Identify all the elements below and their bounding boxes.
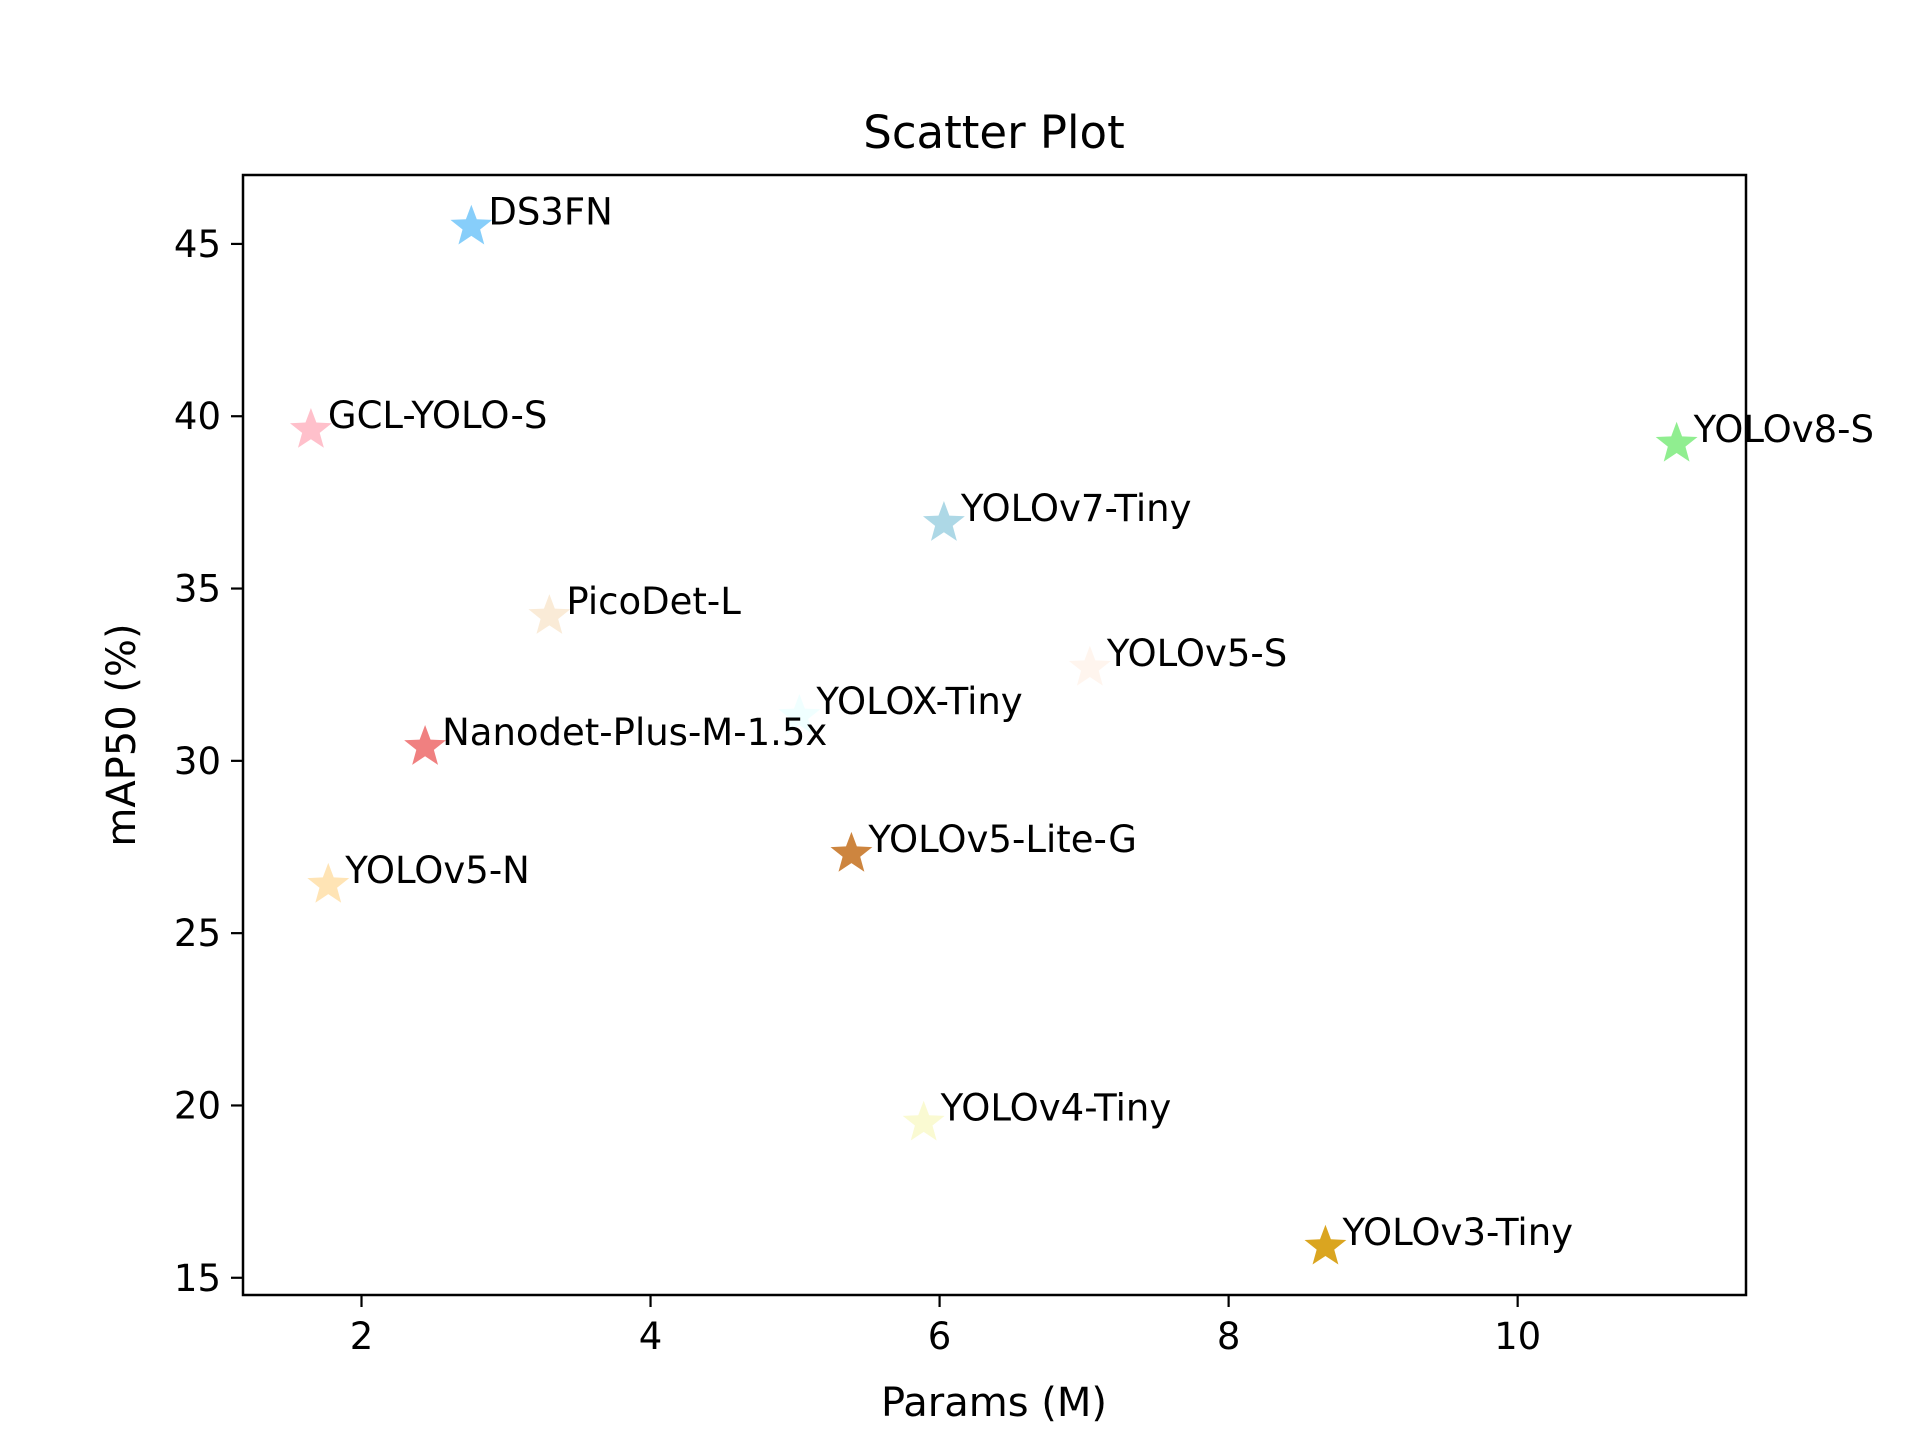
plot-frame: [241, 173, 1748, 1297]
x-tick-label: 10: [1494, 1315, 1541, 1358]
y-axis-title: mAP50 (%): [99, 623, 145, 846]
data-point-label: PicoDet-L: [566, 580, 741, 623]
data-point-label: YOLOX-Tiny: [815, 680, 1022, 723]
data-point-star: [830, 831, 873, 872]
data-point-label: YOLOv8-S: [1693, 408, 1874, 451]
y-tick-label: 25: [174, 912, 221, 955]
y-tick-label: 15: [174, 1257, 221, 1300]
data-point-star: [1304, 1224, 1347, 1265]
data-point-star: [902, 1100, 945, 1141]
data-point-star: [1655, 421, 1698, 462]
data-point-label: YOLOv5-N: [344, 849, 530, 892]
data-point-label: YOLOv4-Tiny: [940, 1087, 1172, 1130]
data-point-star: [450, 204, 493, 245]
data-point-star: [307, 862, 350, 903]
y-axis-ticks: 15 20 25 30 35 40 45: [174, 223, 243, 1300]
data-point-labels: DS3FN GCL-YOLO-S YOLOv8-S YOLOv7-Tiny PicoDe…: [328, 191, 1874, 1254]
data-point-label: DS3FN: [488, 191, 612, 234]
x-tick-label: 8: [1217, 1315, 1241, 1358]
y-tick-label: 30: [174, 740, 221, 783]
data-point-star: [290, 408, 332, 448]
data-point-star: [923, 501, 965, 541]
data-point-star: [1068, 645, 1111, 686]
x-tick-label: 2: [350, 1315, 374, 1358]
data-point-label: YOLOv5-S: [1106, 632, 1287, 675]
y-tick-label: 20: [174, 1084, 221, 1127]
data-points: [290, 204, 1698, 1265]
y-tick-label: 45: [174, 223, 221, 266]
data-point-label: YOLOv7-Tiny: [960, 487, 1192, 530]
x-tick-label: 6: [928, 1315, 952, 1358]
plot-area: [243, 175, 1746, 1295]
data-point-star: [528, 594, 571, 634]
x-axis-title: Params (M): [881, 1380, 1107, 1426]
data-point-label: Nanodet-Plus-M-1.5x: [442, 711, 827, 754]
data-point-star: [778, 694, 821, 734]
data-point-star: [404, 725, 447, 765]
x-tick-label: 4: [639, 1315, 663, 1358]
y-tick-label: 40: [174, 395, 221, 438]
y-tick-label: 35: [174, 568, 221, 611]
x-axis-ticks: 2 4 6 8 10: [350, 1295, 1541, 1358]
chart-title: Scatter Plot: [863, 106, 1124, 159]
data-point-label: GCL-YOLO-S: [328, 394, 547, 437]
data-point-label: YOLOv3-Tiny: [1341, 1211, 1573, 1254]
data-point-label: YOLOv5-Lite-G: [867, 818, 1136, 861]
